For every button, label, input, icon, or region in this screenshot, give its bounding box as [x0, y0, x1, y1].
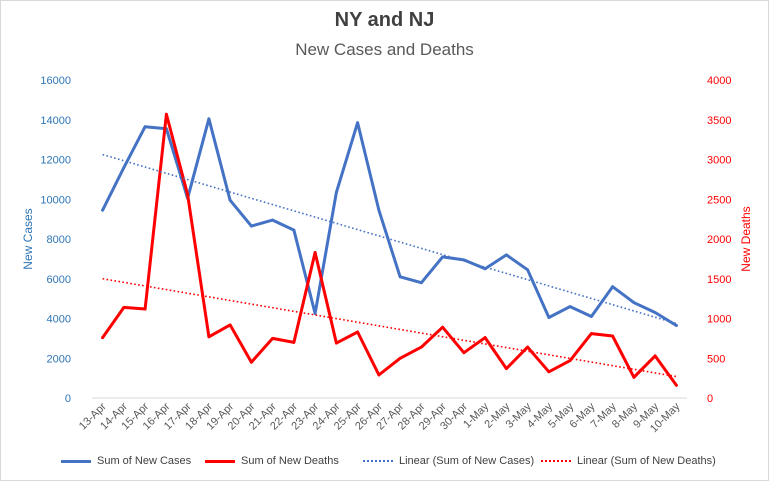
legend-swatch	[541, 460, 571, 462]
data-point-new-deaths	[504, 367, 508, 370]
y-right-tick-label: 4000	[707, 75, 731, 87]
legend-item: Linear (Sum of New Cases)	[363, 455, 534, 467]
data-point-new-deaths	[441, 325, 445, 329]
data-point-new-cases	[419, 281, 423, 285]
y-left-tick-label: 4000	[47, 314, 71, 326]
data-point-new-deaths	[526, 345, 530, 349]
y-left-tick-label: 0	[65, 393, 71, 405]
legend-swatch	[205, 459, 235, 463]
y-left-tick-label: 2000	[47, 353, 71, 365]
data-point-new-deaths	[356, 330, 360, 334]
y-right-tick-label: 1500	[707, 274, 731, 286]
y-right-tick-label: 500	[707, 353, 725, 365]
data-point-new-deaths	[674, 383, 678, 387]
data-point-new-deaths	[419, 345, 423, 349]
data-point-new-cases	[653, 311, 657, 314]
data-point-new-deaths	[228, 323, 232, 327]
y-left-tick-label: 8000	[47, 234, 71, 246]
legend-label: Sum of New Deaths	[241, 455, 339, 467]
data-point-new-deaths	[143, 307, 147, 311]
y-right-tick-label: 2500	[707, 194, 731, 206]
legend-item: Sum of New Cases	[61, 455, 191, 467]
data-point-new-cases	[122, 166, 126, 169]
series-line-new-cases	[101, 117, 678, 327]
data-point-new-deaths	[313, 251, 317, 254]
data-point-new-deaths	[249, 360, 253, 364]
y-left-axis-label: New Cases	[21, 208, 35, 269]
y-right-tick-label: 2000	[707, 234, 731, 246]
y-left-tick-label: 10000	[40, 194, 71, 206]
data-point-new-cases	[101, 208, 105, 212]
y-left-tick-label: 16000	[40, 75, 71, 87]
data-point-new-deaths	[653, 354, 657, 358]
data-point-new-deaths	[398, 356, 402, 360]
data-point-new-cases	[228, 198, 232, 202]
data-point-new-deaths	[568, 359, 572, 363]
data-point-new-cases	[143, 125, 147, 129]
y-right-axis-label: New Deaths	[739, 206, 753, 271]
legend-label: Linear (Sum of New Cases)	[399, 455, 535, 467]
y-right-tick-label: 3500	[707, 115, 731, 127]
data-point-new-deaths	[101, 336, 105, 339]
data-point-new-deaths	[611, 334, 615, 338]
data-point-new-deaths	[186, 193, 190, 196]
legend-item: Sum of New Deaths	[205, 455, 339, 467]
series-line-new-deaths	[101, 112, 678, 387]
data-point-new-cases	[547, 316, 551, 319]
data-point-new-cases	[398, 275, 402, 279]
data-point-new-deaths	[271, 336, 275, 340]
data-point-new-cases	[483, 267, 487, 271]
data-point-new-deaths	[632, 375, 636, 379]
legend-label: Linear (Sum of New Deaths)	[577, 455, 716, 467]
data-point-new-deaths	[483, 336, 487, 339]
data-point-new-deaths	[377, 373, 381, 377]
data-point-new-cases	[632, 301, 636, 304]
y-right-tick-label: 1000	[707, 314, 731, 326]
data-point-new-cases	[504, 253, 508, 257]
data-point-new-cases	[249, 224, 253, 228]
y-right-tick-label: 3000	[707, 155, 731, 167]
data-point-new-deaths	[462, 351, 466, 355]
data-point-new-deaths	[292, 340, 296, 344]
data-point-new-cases	[377, 208, 381, 212]
data-point-new-cases	[207, 117, 211, 121]
data-point-new-cases	[271, 218, 275, 222]
chart-title: NY and NJ	[334, 9, 435, 31]
data-point-new-deaths	[334, 341, 338, 345]
legend-item: Linear (Sum of New Deaths)	[541, 455, 716, 467]
trendline-new-deaths	[102, 277, 677, 378]
y-right-tick-label: 0	[707, 393, 713, 405]
legend-swatch	[363, 460, 393, 462]
data-point-new-deaths	[589, 332, 593, 336]
chart-subtitle: New Cases and Deaths	[295, 40, 474, 59]
data-point-new-deaths	[164, 112, 168, 116]
chart-legend: Sum of New Cases Sum of New Deaths Linear …	[1, 455, 768, 473]
data-point-new-cases	[589, 315, 593, 318]
legend-label: Sum of New Cases	[97, 455, 192, 467]
data-point-new-deaths	[547, 370, 551, 374]
data-point-new-cases	[313, 312, 317, 315]
data-point-new-deaths	[207, 335, 211, 339]
data-point-new-deaths	[122, 305, 126, 309]
data-point-new-cases	[441, 255, 445, 259]
y-left-tick-label: 14000	[40, 115, 71, 127]
data-point-new-cases	[526, 268, 530, 272]
y-left-tick-label: 12000	[40, 155, 71, 167]
data-point-new-cases	[356, 121, 360, 125]
data-point-new-cases	[611, 285, 615, 289]
y-left-tick-label: 6000	[47, 274, 71, 286]
legend-swatch	[61, 459, 91, 463]
data-point-new-cases	[568, 305, 572, 308]
data-point-new-cases	[334, 190, 338, 194]
data-point-new-cases	[292, 228, 296, 232]
data-point-new-cases	[674, 324, 678, 327]
